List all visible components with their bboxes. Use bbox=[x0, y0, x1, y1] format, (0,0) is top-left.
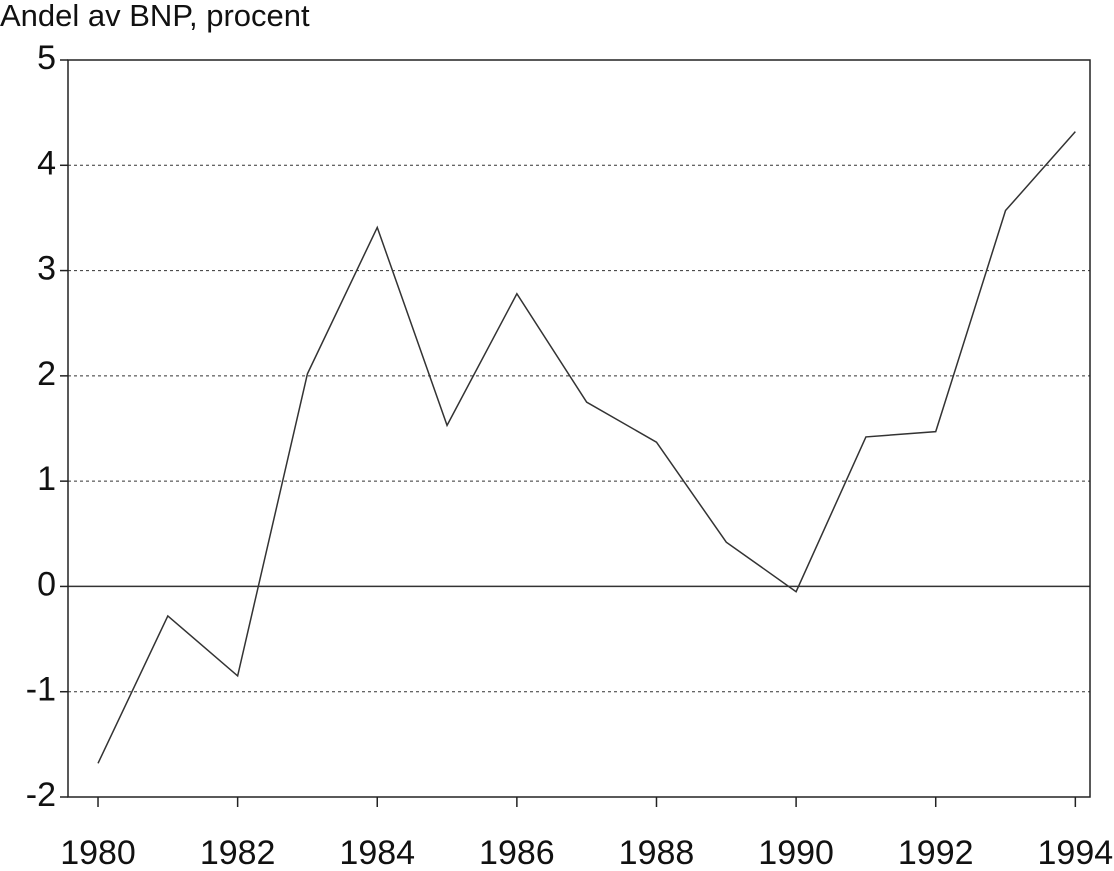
x-tick-label: 1980 bbox=[60, 834, 136, 871]
plot-frame bbox=[67, 59, 1091, 798]
y-tick-label: 3 bbox=[37, 250, 56, 288]
y-tick-label: -2 bbox=[26, 776, 56, 814]
chart-title: Andel av BNP, procent bbox=[0, 0, 310, 33]
x-tick-label: 1982 bbox=[200, 834, 276, 871]
x-tick-label: 1992 bbox=[898, 834, 974, 871]
x-tick-label: 1986 bbox=[479, 834, 555, 871]
y-tick-label: 0 bbox=[37, 565, 56, 603]
x-tick-label: 1984 bbox=[339, 834, 415, 871]
y-tick-label: 4 bbox=[37, 144, 56, 182]
y-tick-label: 2 bbox=[37, 355, 56, 393]
x-tick-label: 1994 bbox=[1038, 834, 1114, 871]
x-tick-label: 1990 bbox=[758, 834, 834, 871]
y-tick-label: 5 bbox=[37, 39, 56, 77]
data-line bbox=[97, 131, 1076, 764]
y-tick-label: -1 bbox=[26, 671, 56, 709]
y-tick-label: 1 bbox=[37, 460, 56, 498]
x-tick-label: 1988 bbox=[619, 834, 695, 871]
